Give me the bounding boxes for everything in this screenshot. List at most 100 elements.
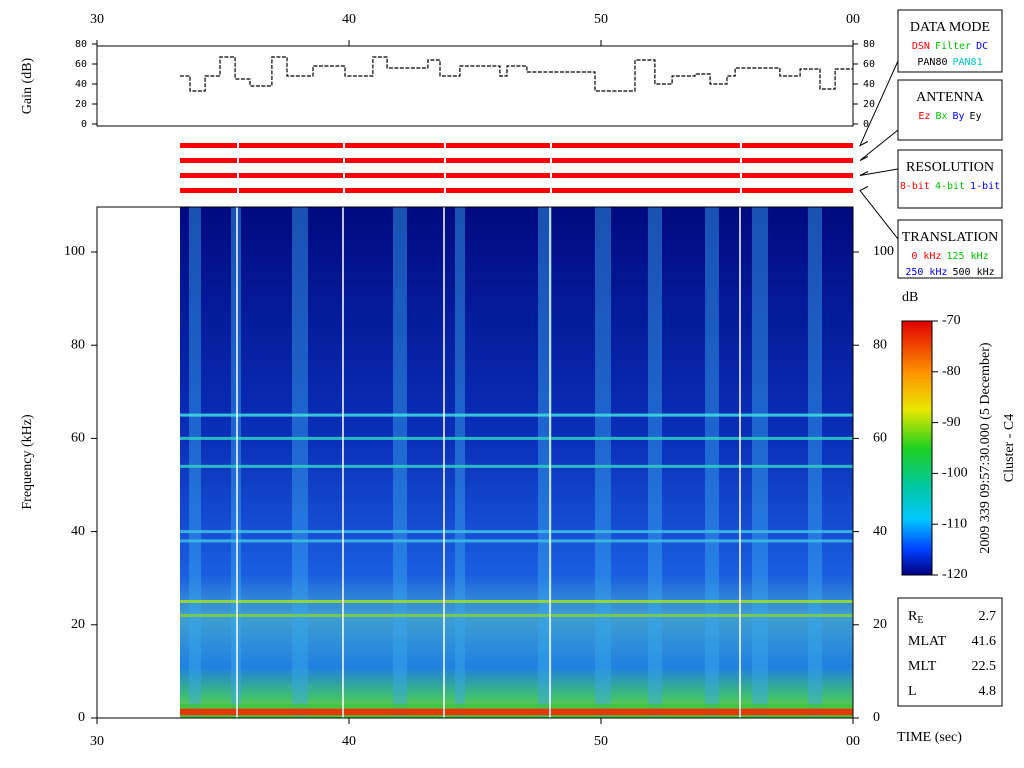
resolution-bar bbox=[180, 173, 853, 178]
y-tick-label: 40 bbox=[873, 524, 887, 539]
info-label: RE bbox=[908, 609, 923, 626]
panel-item: PAN81 bbox=[953, 57, 983, 68]
x-tick-label: 40 bbox=[342, 734, 356, 749]
bar-gap bbox=[740, 143, 742, 148]
panel-arrow bbox=[859, 129, 899, 161]
info-value: 22.5 bbox=[972, 659, 997, 674]
bar-gap bbox=[550, 143, 552, 148]
x-axis-label: TIME (sec) bbox=[897, 730, 962, 745]
spectral-stripe bbox=[231, 207, 241, 718]
y-tick-label: 0 bbox=[863, 119, 869, 130]
y-tick-label: 60 bbox=[873, 431, 887, 446]
panel-title: DATA MODE bbox=[910, 20, 990, 35]
info-label-text: R bbox=[908, 609, 918, 624]
bar-gap bbox=[444, 173, 446, 178]
info-value: 2.7 bbox=[979, 609, 997, 624]
y-tick-label: 20 bbox=[863, 99, 875, 110]
spectral-line bbox=[180, 613, 853, 617]
y-tick-label: 100 bbox=[64, 244, 85, 259]
panel-row: 0 kHz 125 kHz bbox=[911, 251, 988, 262]
y-axis-label: Frequency (kHz) bbox=[20, 414, 35, 510]
panel-arrow bbox=[859, 168, 899, 176]
panel-title: TRANSLATION bbox=[902, 230, 998, 245]
info-label-text: L bbox=[908, 684, 917, 699]
panel-item: DSN bbox=[912, 41, 930, 52]
panel-item: 125 kHz bbox=[946, 251, 988, 262]
panel-arrow bbox=[859, 186, 899, 240]
annotation: Cluster - C4 bbox=[1002, 414, 1017, 482]
panel-item: PAN80 bbox=[917, 57, 947, 68]
bar-gap bbox=[444, 158, 446, 163]
spectral-stripe bbox=[808, 207, 822, 718]
bar-gap bbox=[343, 173, 345, 178]
panel-item: Ey bbox=[970, 111, 982, 122]
spectral-line bbox=[180, 464, 853, 468]
x-tick-label: 40 bbox=[342, 12, 356, 27]
y-tick-label: 60 bbox=[863, 59, 875, 70]
colorbar-tick-label: -70 bbox=[942, 313, 961, 328]
spectral-stripe bbox=[538, 207, 552, 718]
bar-gap bbox=[444, 143, 446, 148]
y-tick-label: 0 bbox=[873, 710, 880, 725]
spectral-stripe bbox=[595, 207, 611, 718]
panel-row: PAN80 PAN81 bbox=[917, 57, 982, 68]
x-tick-label: 30 bbox=[90, 12, 104, 27]
panel-item: By bbox=[953, 111, 965, 122]
panel-item: 0 kHz bbox=[911, 251, 941, 262]
colorbar bbox=[901, 320, 933, 576]
spectral-stripe bbox=[393, 207, 407, 718]
y-tick-label: 20 bbox=[71, 617, 85, 632]
spectral-line bbox=[180, 436, 853, 440]
colorbar-tick-label: -110 bbox=[942, 516, 967, 531]
y-tick-label: 40 bbox=[863, 79, 875, 90]
bar-gap bbox=[343, 188, 345, 193]
info-label-sub: E bbox=[917, 615, 923, 626]
y-tick-label: 20 bbox=[873, 617, 887, 632]
bar-gap bbox=[444, 188, 446, 193]
y-axis-label: Gain (dB) bbox=[20, 57, 35, 114]
panel-arrow bbox=[858, 60, 899, 147]
annotation: 2009 339 09:57:30.000 (5 December) bbox=[978, 342, 993, 553]
panel-row: 8-bit 4-bit 1-bit bbox=[900, 181, 1000, 192]
bar-gap bbox=[237, 143, 239, 148]
resolution-bar bbox=[180, 188, 853, 193]
panel-item: Bx bbox=[935, 111, 947, 122]
bar-gap bbox=[740, 158, 742, 163]
low-band bbox=[180, 708, 853, 716]
panel-box bbox=[897, 79, 1003, 141]
panel-item: Ez bbox=[918, 111, 930, 122]
panel-row: DSN Filter DC bbox=[912, 41, 988, 52]
y-tick-label: 20 bbox=[75, 99, 87, 110]
x-tick-label: 00 bbox=[846, 734, 860, 749]
y-tick-label: 100 bbox=[873, 244, 894, 259]
spectral-stripe bbox=[752, 207, 768, 718]
y-tick-label: 80 bbox=[75, 39, 87, 50]
y-tick-label: 60 bbox=[75, 59, 87, 70]
x-tick-label: 00 bbox=[846, 12, 860, 27]
panel-box bbox=[897, 9, 1003, 73]
panel-item: 8-bit bbox=[900, 181, 930, 192]
colorbar-tick-label: -90 bbox=[942, 415, 961, 430]
info-label-text: MLT bbox=[908, 659, 937, 674]
colorbar-tick-label: -100 bbox=[942, 466, 968, 481]
spectral-stripe bbox=[648, 207, 662, 718]
panel-row: Ez Bx By Ey bbox=[918, 111, 981, 122]
x-tick-label: 50 bbox=[594, 734, 608, 749]
y-tick-label: 0 bbox=[81, 119, 87, 130]
spectral-line bbox=[180, 539, 853, 543]
spectral-line bbox=[180, 530, 853, 534]
colorbar-tick-label: -120 bbox=[942, 567, 968, 582]
spectral-stripe bbox=[292, 207, 308, 718]
panel-box bbox=[897, 219, 1003, 279]
bar-gap bbox=[237, 188, 239, 193]
bar-gap bbox=[550, 188, 552, 193]
spectral-line bbox=[180, 413, 853, 417]
info-label: L bbox=[908, 684, 917, 699]
y-tick-label: 60 bbox=[71, 431, 85, 446]
panel-box bbox=[897, 149, 1003, 209]
info-label: MLT bbox=[908, 659, 937, 674]
panel-title: ANTENNA bbox=[916, 90, 985, 105]
resolution-bar bbox=[180, 143, 853, 148]
panel-item: 4-bit bbox=[935, 181, 965, 192]
panel-title: RESOLUTION bbox=[906, 160, 994, 175]
